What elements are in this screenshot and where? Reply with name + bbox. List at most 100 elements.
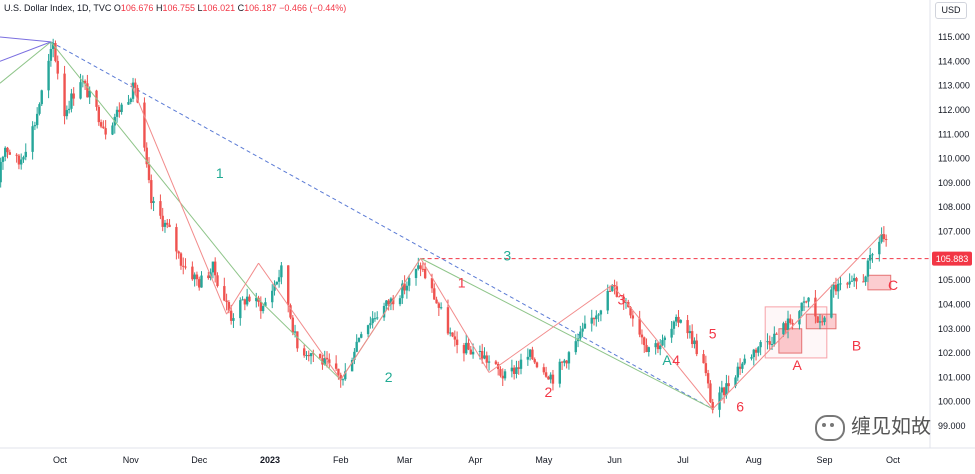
candle-body [850, 280, 854, 282]
watermark-text: 缠见如故 [851, 414, 931, 438]
candle-body [357, 337, 361, 342]
candle-body [709, 383, 712, 402]
candle-body [711, 401, 714, 410]
candle-body [360, 334, 363, 338]
candle-body [798, 311, 801, 325]
candle-body [129, 98, 132, 103]
candle-body [421, 268, 425, 270]
candle-body [871, 254, 874, 256]
candle-body [718, 392, 721, 410]
candle-body [837, 283, 840, 292]
candle-body [435, 299, 438, 304]
candle-body [275, 281, 279, 285]
wave-label: A [662, 352, 672, 368]
candle-body [65, 110, 69, 117]
candle-body [376, 317, 379, 319]
candle-body [287, 265, 290, 306]
candle-body [227, 302, 231, 311]
y-tick-label: 99.000 [938, 421, 966, 431]
candle-body [688, 331, 692, 334]
candle-body [670, 328, 673, 338]
candle-body [389, 298, 393, 305]
candle-body [79, 82, 82, 99]
candle-body [503, 371, 507, 379]
chart-header: U.S. Dollar Index, 1D, TVC O106.676 H106… [4, 3, 346, 13]
candle-body [451, 332, 454, 337]
candle-body [734, 377, 737, 387]
candle-body [599, 310, 603, 315]
y-tick-label: 110.000 [938, 154, 970, 164]
candle-body [654, 343, 657, 348]
candle-body [848, 281, 851, 285]
candle-body [245, 296, 249, 305]
y-tick-label: 107.000 [938, 227, 971, 237]
candle-body [293, 331, 297, 333]
y-tick-label: 105.000 [938, 275, 971, 285]
candle-body [592, 317, 596, 320]
stroke-line [0, 41, 52, 84]
wave-label: 3 [618, 291, 626, 307]
stroke-line [420, 257, 713, 410]
candle-body [118, 109, 121, 113]
candle-body [547, 376, 550, 380]
candle-body [147, 164, 151, 181]
candle-body [145, 147, 148, 165]
candle-body [510, 367, 514, 372]
candle-body [271, 290, 274, 303]
candle-body [738, 366, 742, 369]
candle-body [672, 321, 676, 329]
candle-body [305, 355, 308, 357]
stroke-line [0, 41, 52, 62]
wave-label: 1 [458, 274, 466, 290]
x-tick-label: Dec [191, 455, 208, 465]
open-value: 106.676 [120, 3, 154, 13]
candle-body [307, 355, 310, 357]
wave-label: 1 [216, 165, 224, 181]
stroke-line [255, 296, 342, 381]
candle-body [355, 341, 358, 352]
x-tick-label: Nov [123, 455, 140, 465]
candle-body [161, 215, 164, 227]
candle-body [229, 310, 233, 321]
candle-body [866, 260, 870, 277]
last-price-label: 105.883 [936, 254, 969, 264]
candle-body [583, 323, 587, 329]
candle-body [855, 278, 858, 282]
candle-body [574, 341, 577, 353]
stroke-line [130, 83, 228, 315]
candle-body [693, 340, 696, 345]
candle-body [407, 278, 411, 286]
candle-body [770, 343, 774, 345]
currency-button[interactable]: USD [935, 2, 967, 19]
candle-body [512, 367, 516, 374]
candle-body [736, 366, 740, 378]
candle-body [853, 278, 856, 281]
candle-body [515, 367, 518, 374]
candle-body [663, 337, 666, 341]
x-tick-label: Oct [886, 455, 901, 465]
candle-body [499, 369, 502, 376]
candle-body [273, 284, 276, 291]
candle-body [97, 106, 100, 123]
wave-label: 5 [709, 325, 717, 341]
candle-body [757, 347, 760, 353]
candle-body [864, 276, 867, 282]
candle-body [350, 360, 354, 372]
candle-body [706, 373, 710, 384]
candle-body [143, 102, 146, 148]
candle-body [325, 357, 329, 360]
candle-body [216, 275, 219, 287]
y-tick-label: 114.000 [938, 56, 970, 66]
candle-body [782, 323, 785, 335]
candle-body [184, 266, 187, 268]
candle-body [485, 355, 488, 363]
candle-body [280, 265, 283, 278]
candle-body [878, 241, 881, 255]
candle-body [1, 156, 5, 162]
close-key: C [237, 3, 245, 13]
candle-body [494, 361, 498, 364]
candle-body [120, 104, 123, 113]
last-price-badge [932, 251, 972, 266]
